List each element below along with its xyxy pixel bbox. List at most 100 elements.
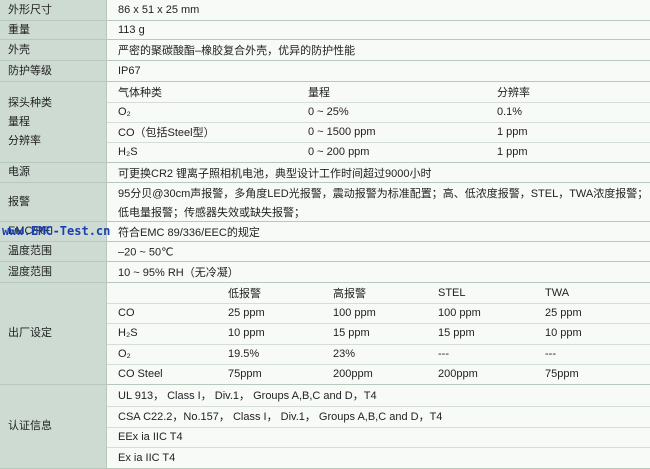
value-text: CSA C22.2，No.157， Class I， Div.1， Groups… xyxy=(118,411,443,424)
table-header: 气体种类 量程 分辨率 xyxy=(107,82,650,103)
row-label: 认证信息 xyxy=(0,385,107,468)
header-cell: 气体种类 xyxy=(118,87,162,99)
table-cell: H₂S xyxy=(118,146,138,158)
row-value: IP67 xyxy=(107,61,650,81)
table-cell: 0.1% xyxy=(497,106,523,118)
table-cell: 23% xyxy=(333,347,356,360)
table-cell: 19.5% xyxy=(228,347,260,360)
row-label: 电源 xyxy=(0,163,107,182)
table-cell: 100 ppm xyxy=(438,307,481,320)
row-value: 符合EMC 89/336/EEC的规定 xyxy=(107,222,650,241)
header-cell: 低报警 xyxy=(228,288,261,301)
row-value: 10 ~ 95% RH（无冷凝） xyxy=(107,262,650,282)
value-text: UL 913， Class I， Div.1， Groups A,B,C and… xyxy=(118,390,377,403)
spec-row: 温度范围 –20 ~ 50℃ xyxy=(0,242,650,262)
header-cell: 分辨率 xyxy=(497,87,530,99)
table-cell: CO xyxy=(118,307,135,320)
value-text: 10 ~ 95% RH（无冷凝） xyxy=(118,267,239,279)
table-cell: CO（包括Steel型） xyxy=(118,127,215,139)
row-label: 防护等级 xyxy=(0,61,107,81)
spec-row: 认证信息 UL 913， Class I， Div.1， Groups A,B,C… xyxy=(0,385,650,469)
row-label: EMC/RFI xyxy=(0,222,107,241)
value-line: 95分贝@30cm声报警，多角度LED光报警，震动报警为标准配置；高、低浓度报警… xyxy=(107,183,650,202)
row-value: 95分贝@30cm声报警，多角度LED光报警，震动报警为标准配置；高、低浓度报警… xyxy=(107,183,650,221)
value-line: CSA C22.2，No.157， Class I， Div.1， Groups… xyxy=(107,406,650,428)
row-label: 外壳 xyxy=(0,40,107,60)
row-value: 低报警 高报警 STEL TWA CO 25 ppm 100 ppm 100 ppm 25 pp… xyxy=(107,283,650,384)
spec-row: 探头种类 量程 分辨率 气体种类 量程 分辨率 O₂ 0 ~ 25% 0.1% CO（包括Stee… xyxy=(0,82,650,163)
header-cell: 高报警 xyxy=(333,288,366,301)
spec-row: 重量 113 g xyxy=(0,21,650,40)
row-label: 温度范围 xyxy=(0,242,107,261)
value-line: Ex ia IIC T4 xyxy=(107,447,650,468)
table-cell: 200ppm xyxy=(438,367,478,380)
table-row: CO 25 ppm 100 ppm 100 ppm 25 ppm xyxy=(107,303,650,325)
spec-row: 防护等级 IP67 xyxy=(0,61,650,82)
table-cell: 1 ppm xyxy=(497,126,528,138)
value-line: EEx ia IIC T4 xyxy=(107,427,650,449)
spec-row: 外形尺寸 86 x 51 x 25 mm xyxy=(0,0,650,21)
table-row: CO Steel 75ppm 200ppm 200ppm 75ppm xyxy=(107,364,650,384)
value-text: 95分贝@30cm声报警，多角度LED光报警，震动报警为标准配置；高、低浓度报警… xyxy=(118,187,649,200)
row-value: 可更换CR2 锂离子照相机电池，典型设计工作时间超过9000小时 xyxy=(107,163,650,182)
spec-row: 外壳 严密的聚碳酸酯–橡胶复合外壳，优异的防护性能 xyxy=(0,40,650,61)
header-cell: STEL xyxy=(438,287,466,300)
row-value: 气体种类 量程 分辨率 O₂ 0 ~ 25% 0.1% CO（包括Steel型） 0 ~ 15… xyxy=(107,82,650,162)
value-line: 低电量报警；传感器失效或缺失报警； xyxy=(107,202,650,221)
value-text: 符合EMC 89/336/EEC的规定 xyxy=(118,226,260,239)
table-cell: 75ppm xyxy=(228,367,262,380)
label-line: 量程 xyxy=(8,115,30,128)
value-text: IP67 xyxy=(118,65,141,77)
row-label: 探头种类 量程 分辨率 xyxy=(0,82,107,162)
table-cell: O₂ xyxy=(118,106,131,118)
value-text: 严密的聚碳酸酯–橡胶复合外壳，优异的防护性能 xyxy=(118,45,356,57)
spec-row: 出厂设定 低报警 高报警 STEL TWA CO 25 ppm 100 ppm 100 ppm 2… xyxy=(0,283,650,385)
value-text: 113 g xyxy=(118,24,145,36)
row-label: 外形尺寸 xyxy=(0,0,107,20)
table-cell: O₂ xyxy=(118,347,131,360)
table-header: 低报警 高报警 STEL TWA xyxy=(107,283,650,305)
table-cell: CO Steel xyxy=(118,367,163,380)
table-cell: 100 ppm xyxy=(333,307,376,320)
header-cell: TWA xyxy=(545,287,570,300)
row-label: 湿度范围 xyxy=(0,262,107,282)
table-row: CO（包括Steel型） 0 ~ 1500 ppm 1 ppm xyxy=(107,122,650,143)
table-row: O₂ 0 ~ 25% 0.1% xyxy=(107,102,650,123)
value-text: EEx ia IIC T4 xyxy=(118,430,183,443)
row-value: UL 913， Class I， Div.1， Groups A,B,C and… xyxy=(107,385,650,468)
table-cell: 0 ~ 200 ppm xyxy=(308,146,370,158)
table-cell: 25 ppm xyxy=(228,307,265,320)
spec-row: 湿度范围 10 ~ 95% RH（无冷凝） xyxy=(0,262,650,283)
value-text: –20 ~ 50℃ xyxy=(118,246,174,258)
table-row: O₂ 19.5% 23% --- --- xyxy=(107,344,650,365)
table-row: H₂S 0 ~ 200 ppm 1 ppm xyxy=(107,142,650,162)
table-cell: --- xyxy=(438,347,449,360)
row-label: 报警 xyxy=(0,183,107,221)
row-value: –20 ~ 50℃ xyxy=(107,242,650,261)
table-cell: 10 ppm xyxy=(228,327,265,340)
spec-row: 报警 95分贝@30cm声报警，多角度LED光报警，震动报警为标准配置；高、低浓度… xyxy=(0,183,650,222)
value-line: UL 913， Class I， Div.1， Groups A,B,C and… xyxy=(107,385,650,407)
label-line: 探头种类 xyxy=(8,96,52,109)
value-text: Ex ia IIC T4 xyxy=(118,451,176,464)
table-cell: 15 ppm xyxy=(438,327,475,340)
table-cell: 25 ppm xyxy=(545,307,582,320)
table-cell: 15 ppm xyxy=(333,327,370,340)
table-row: H₂S 10 ppm 15 ppm 15 ppm 10 ppm xyxy=(107,323,650,345)
row-label: 重量 xyxy=(0,21,107,39)
table-cell: --- xyxy=(545,347,556,360)
row-value: 113 g xyxy=(107,21,650,39)
table-cell: 0 ~ 1500 ppm xyxy=(308,126,376,138)
table-cell: 200ppm xyxy=(333,367,373,380)
spec-row: 电源 可更换CR2 锂离子照相机电池，典型设计工作时间超过9000小时 xyxy=(0,163,650,183)
table-cell: 0 ~ 25% xyxy=(308,106,349,118)
label-line: 分辨率 xyxy=(8,134,41,147)
row-label: 出厂设定 xyxy=(0,283,107,384)
row-value: 严密的聚碳酸酯–橡胶复合外壳，优异的防护性能 xyxy=(107,40,650,60)
watermark: www.EMC-Test.cn xyxy=(2,224,111,238)
header-cell: 量程 xyxy=(308,87,330,99)
spec-row: EMC/RFI 符合EMC 89/336/EEC的规定 xyxy=(0,222,650,242)
table-cell: 1 ppm xyxy=(497,146,528,158)
value-text: 可更换CR2 锂离子照相机电池，典型设计工作时间超过9000小时 xyxy=(118,167,432,180)
value-text: 86 x 51 x 25 mm xyxy=(118,4,200,16)
